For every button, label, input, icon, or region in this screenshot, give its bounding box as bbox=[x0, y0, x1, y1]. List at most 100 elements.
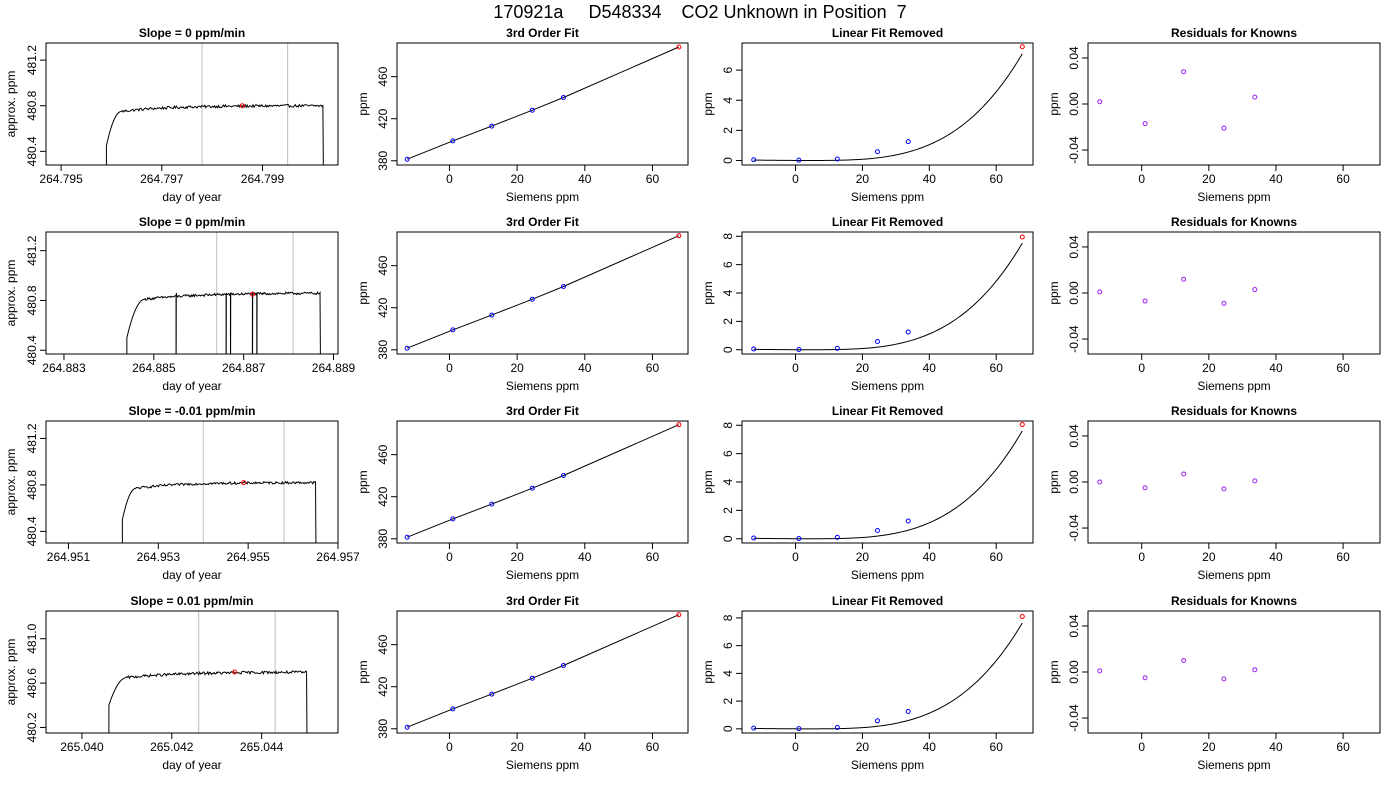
x-tick-label: 60 bbox=[990, 740, 1004, 754]
x-axis-label: day of year bbox=[162, 758, 221, 772]
standard-point bbox=[560, 662, 566, 668]
x-tick-label: 20 bbox=[510, 172, 524, 186]
y-axis-label: ppm bbox=[701, 92, 715, 115]
standard-point bbox=[834, 724, 840, 730]
x-tick-label: 20 bbox=[856, 361, 870, 375]
y-tick-label: 0.00 bbox=[1067, 660, 1081, 684]
panel-residuals-row3: Residuals for Knowns Siemens ppm ppm 0 20 40 6… bbox=[1047, 404, 1381, 582]
x-tick-label: 264.953 bbox=[137, 550, 181, 564]
unknown-marker bbox=[250, 291, 256, 297]
plot-area bbox=[404, 422, 682, 540]
standard-point bbox=[905, 329, 911, 335]
residual-point bbox=[1097, 479, 1103, 485]
y-tick-label: 4 bbox=[721, 97, 735, 104]
panel-fit-row2: 3rd Order Fit Siemens ppm ppm 0 20 40 60 380 420… bbox=[356, 215, 689, 393]
standard-point bbox=[796, 346, 802, 352]
standard-point bbox=[560, 472, 566, 478]
x-tick-label: 40 bbox=[1269, 740, 1283, 754]
panel-title: Residuals for Knowns bbox=[1171, 26, 1297, 40]
plot-area bbox=[1097, 471, 1258, 492]
y-tick-label: 380 bbox=[376, 339, 390, 359]
panel-title: Residuals for Knowns bbox=[1171, 215, 1297, 229]
x-axis-label: Siemens ppm bbox=[851, 190, 924, 204]
y-tick-label: 481.2 bbox=[25, 235, 39, 265]
unknown-point bbox=[676, 233, 682, 239]
x-axis-label: Siemens ppm bbox=[506, 379, 579, 393]
standard-point bbox=[796, 157, 802, 163]
plot-area bbox=[1097, 276, 1258, 306]
panel-residuals-row2: Residuals for Knowns Siemens ppm ppm 0 20 40 6… bbox=[1047, 215, 1381, 393]
y-tick-label: 380 bbox=[376, 528, 390, 548]
standard-point bbox=[489, 691, 495, 697]
x-tick-label: 20 bbox=[1202, 172, 1216, 186]
unknown-marker bbox=[241, 480, 247, 486]
y-tick-label: 460 bbox=[376, 255, 390, 275]
unknown-point bbox=[676, 612, 682, 618]
y-tick-label: 6 bbox=[721, 450, 735, 457]
x-tick-label: 40 bbox=[1269, 172, 1283, 186]
panel-timeseries-row2: Slope = 0 ppm/min day of year approx. ppm 2… bbox=[4, 215, 356, 393]
y-tick-label: 480.6 bbox=[25, 668, 39, 698]
y-tick-label: 481.2 bbox=[25, 45, 39, 75]
plot-frame bbox=[45, 420, 339, 544]
x-tick-label: 264.799 bbox=[241, 172, 285, 186]
panel-timeseries-row4: Slope = 0.01 ppm/min day of year approx. p… bbox=[4, 594, 339, 772]
x-tick-label: 265.044 bbox=[240, 740, 284, 754]
y-axis-label: ppm bbox=[356, 660, 370, 683]
x-tick-label: 40 bbox=[578, 740, 592, 754]
figure-title: 170921a D548334 CO2 Unknown in Position … bbox=[493, 2, 907, 22]
panel-title: 3rd Order Fit bbox=[506, 594, 579, 608]
panel-title: Slope = 0 ppm/min bbox=[139, 215, 245, 229]
panel-fit-row3: 3rd Order Fit Siemens ppm ppm 0 20 40 60 380 420… bbox=[356, 404, 689, 582]
y-tick-label: 6 bbox=[721, 642, 735, 649]
y-tick-label: 2 bbox=[721, 697, 735, 704]
residual-point bbox=[1181, 276, 1187, 282]
x-tick-label: 40 bbox=[1269, 550, 1283, 564]
x-axis-label: Siemens ppm bbox=[1197, 758, 1270, 772]
standard-point bbox=[905, 518, 911, 524]
plot-area bbox=[404, 233, 682, 351]
standard-point bbox=[560, 94, 566, 100]
x-tick-label: 20 bbox=[856, 172, 870, 186]
y-tick-label: 2 bbox=[721, 318, 735, 325]
residual-point bbox=[1097, 99, 1103, 105]
plot-area bbox=[404, 612, 682, 730]
panel-timeseries-row1: Slope = 0 ppm/min day of year approx. ppm 2… bbox=[4, 26, 339, 204]
x-tick-label: 20 bbox=[510, 550, 524, 564]
plot-area bbox=[108, 611, 308, 733]
plot-frame bbox=[1087, 231, 1381, 355]
y-tick-label: 0 bbox=[721, 157, 735, 164]
standard-point bbox=[404, 156, 410, 162]
x-tick-label: 0 bbox=[1138, 740, 1145, 754]
y-tick-label: 0.04 bbox=[1067, 235, 1081, 259]
plot-area bbox=[105, 43, 324, 165]
y-tick-label: 380 bbox=[376, 150, 390, 170]
y-tick-label: 8 bbox=[721, 614, 735, 621]
standard-point bbox=[450, 516, 456, 522]
standard-point bbox=[874, 718, 880, 724]
standard-point bbox=[529, 485, 535, 491]
y-tick-label: 4 bbox=[721, 289, 735, 296]
y-tick-label: 380 bbox=[376, 718, 390, 738]
x-tick-label: 40 bbox=[578, 361, 592, 375]
unknown-point bbox=[1019, 422, 1025, 428]
x-tick-label: 40 bbox=[923, 740, 937, 754]
residual-point bbox=[1252, 667, 1258, 673]
y-axis-label: approx. ppm bbox=[4, 260, 18, 327]
plot-area bbox=[1097, 657, 1258, 682]
x-tick-label: 40 bbox=[923, 361, 937, 375]
standard-point bbox=[404, 724, 410, 730]
y-axis-label: ppm bbox=[356, 470, 370, 493]
plot-frame bbox=[396, 420, 689, 544]
unknown-marker bbox=[239, 103, 245, 109]
x-tick-label: 0 bbox=[1138, 172, 1145, 186]
standard-point bbox=[751, 535, 757, 541]
y-tick-label: -0.04 bbox=[1067, 704, 1081, 732]
plot-area bbox=[126, 232, 321, 354]
x-tick-label: 40 bbox=[923, 172, 937, 186]
x-tick-label: 264.951 bbox=[47, 550, 91, 564]
y-tick-label: 0.04 bbox=[1067, 424, 1081, 448]
standard-point bbox=[751, 157, 757, 163]
x-axis-label: Siemens ppm bbox=[851, 758, 924, 772]
